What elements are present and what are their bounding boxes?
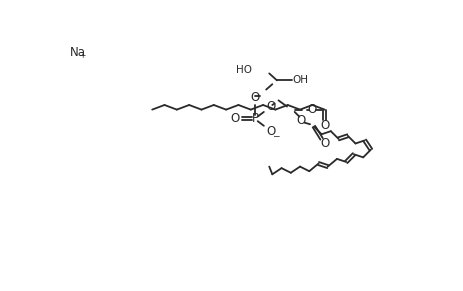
Text: P: P — [252, 112, 259, 125]
Text: O: O — [296, 114, 306, 127]
Text: OH: OH — [292, 75, 308, 85]
Text: O: O — [251, 91, 260, 104]
Text: O: O — [230, 112, 239, 125]
Text: O: O — [320, 118, 329, 132]
Text: O: O — [266, 125, 275, 138]
Text: −: − — [272, 131, 280, 140]
Text: O: O — [308, 103, 317, 116]
Text: +: + — [79, 51, 86, 60]
Text: HO: HO — [236, 65, 252, 74]
Text: O: O — [266, 100, 275, 113]
Text: O: O — [321, 137, 330, 150]
Text: Na: Na — [70, 46, 86, 59]
